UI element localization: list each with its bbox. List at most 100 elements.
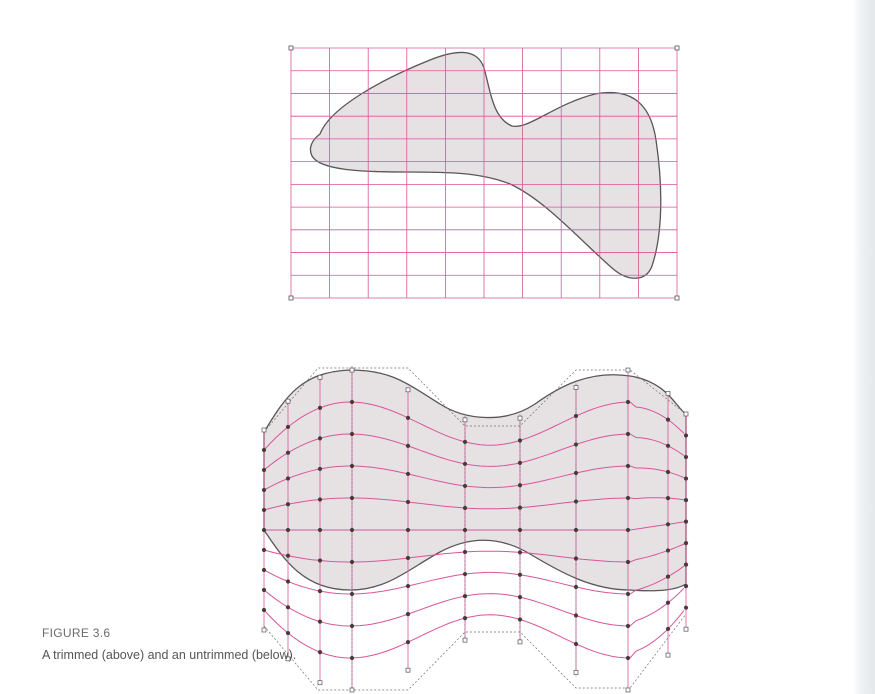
control-point-icon [349, 687, 355, 693]
control-point-icon [462, 483, 468, 489]
control-point-icon [462, 593, 468, 599]
control-point-icon [462, 527, 468, 533]
control-point-icon [517, 527, 523, 533]
control-point-icon [285, 656, 291, 662]
control-point-icon [665, 522, 671, 527]
control-point-icon [317, 405, 323, 410]
isoparm-curve [264, 521, 685, 531]
control-point-icon [462, 616, 468, 621]
control-point-icon [573, 584, 579, 590]
untrimmed-surface-panel [261, 366, 689, 694]
control-point-icon [349, 431, 355, 437]
isoparm-curve [263, 465, 685, 491]
control-point-icon [665, 443, 671, 448]
control-point-icon [674, 45, 680, 51]
control-point-icon [573, 527, 579, 533]
control-point-icon [462, 417, 468, 423]
control-point-icon [665, 391, 671, 396]
control-point-icon [405, 612, 411, 617]
figure-caption: A trimmed (above) and an untrimmed (belo… [42, 648, 297, 662]
control-point-icon [665, 496, 671, 501]
control-point-icon [625, 655, 631, 661]
control-point-icon [285, 553, 291, 558]
control-point-icon [625, 399, 631, 405]
control-point-icon [317, 466, 323, 472]
control-point-icon [261, 467, 267, 473]
control-point-icon [517, 595, 523, 600]
control-point-icon [573, 413, 579, 419]
control-point-icon [317, 436, 323, 441]
control-point-icon [285, 579, 291, 584]
control-point-icon [517, 572, 523, 577]
isoparm-curve [263, 497, 685, 511]
control-point-icon [683, 454, 689, 460]
control-point-icon [261, 527, 267, 533]
control-point-icon [285, 398, 291, 404]
control-point-icon [349, 463, 355, 469]
control-point-icon [261, 487, 267, 493]
control-point-icon [317, 680, 323, 686]
control-point-icon [462, 439, 468, 444]
isoparm-curve [263, 433, 685, 471]
control-point-icon [517, 438, 523, 443]
control-point-icon [462, 637, 468, 643]
control-point-icon [405, 667, 411, 673]
control-point-icon [288, 45, 294, 51]
control-point-icon [462, 461, 468, 467]
control-point-icon [261, 447, 267, 453]
trimmed-surface-panel [288, 45, 680, 301]
control-point-icon [349, 655, 355, 661]
control-point-icon [285, 476, 291, 481]
adjacent-page-edge [853, 0, 875, 694]
control-point-icon [683, 433, 689, 438]
control-point-icon [405, 640, 411, 645]
control-point-icon [317, 558, 323, 563]
control-point-icon [517, 483, 523, 488]
isoparm-curve [263, 401, 685, 451]
control-point-icon [349, 591, 355, 597]
control-point-icon [683, 584, 689, 589]
control-point-icon [261, 587, 267, 593]
control-polygon [263, 366, 687, 694]
control-point-icon [405, 415, 411, 420]
control-point-icon [683, 605, 689, 610]
isoparm-curves [263, 401, 685, 659]
control-point-icon [625, 623, 631, 629]
control-point-icon [261, 547, 267, 553]
control-point-icon [462, 505, 468, 511]
control-point-icon [317, 650, 323, 655]
control-point-icon [349, 527, 355, 533]
control-point-icon [349, 367, 355, 373]
corner-points [288, 45, 680, 301]
control-point-icon [573, 470, 579, 476]
control-point-icon [261, 627, 267, 633]
control-point-icon [625, 687, 631, 693]
control-point-icon [285, 450, 291, 455]
control-point-icon [405, 527, 411, 533]
isoparm-curve [263, 609, 685, 659]
isoparm-curve [263, 543, 685, 563]
control-point-icon [674, 295, 680, 301]
control-point-icon [573, 613, 579, 618]
control-point-icon [405, 555, 411, 561]
control-point-icon [285, 630, 291, 636]
control-point-icon [625, 431, 631, 437]
control-point-icon [317, 497, 323, 502]
control-point-icon [261, 567, 267, 573]
control-point-icon [665, 548, 671, 553]
control-point-icon [317, 588, 323, 594]
control-point-icon [405, 499, 411, 505]
control-point-icon [405, 443, 411, 448]
control-point-icon [349, 399, 355, 405]
control-point-icon [665, 600, 671, 605]
control-point-icon [405, 583, 411, 589]
control-point-icon [317, 619, 323, 624]
uv-grid [290, 47, 678, 299]
control-point-icon [573, 499, 579, 504]
control-point-icon [349, 623, 355, 629]
control-point-icon [625, 559, 631, 565]
isoparm-curve [263, 565, 685, 595]
control-point-icon [405, 387, 411, 393]
control-point-icon [683, 626, 689, 632]
